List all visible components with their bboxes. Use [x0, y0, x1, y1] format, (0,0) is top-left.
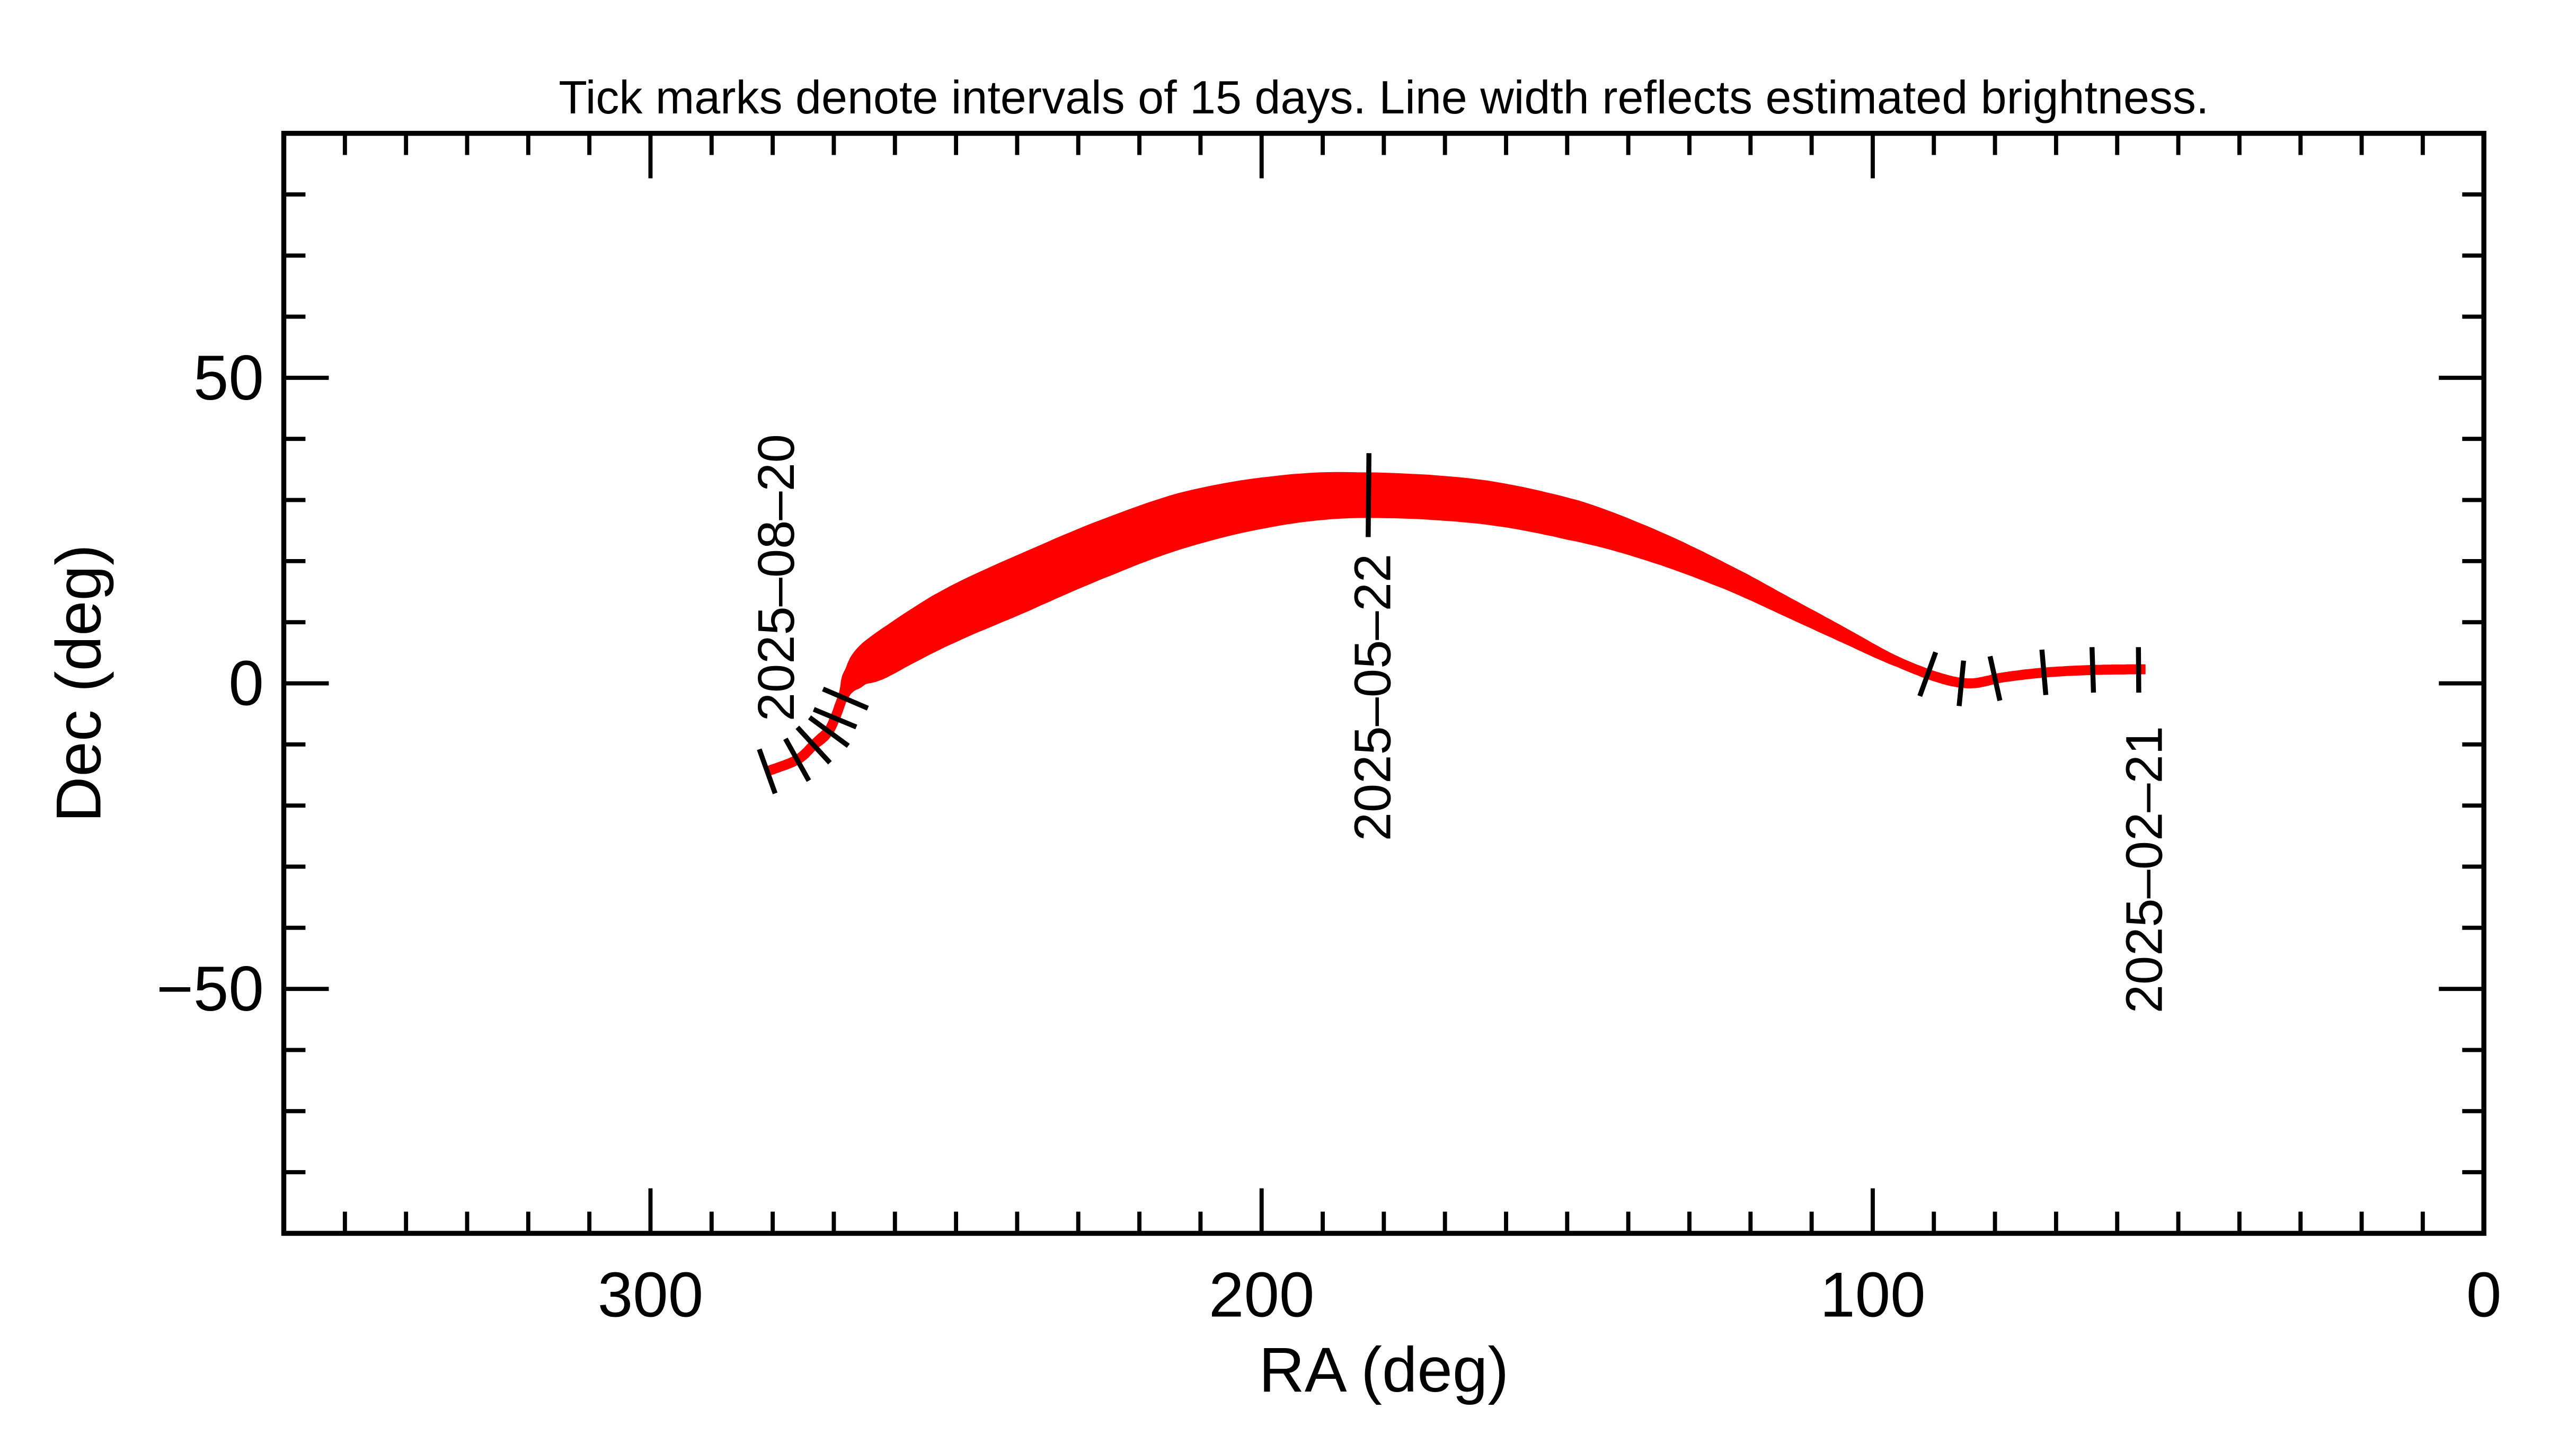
x-tick-label: 100 — [1820, 1260, 1925, 1331]
interval-tick — [795, 725, 832, 765]
x-tick-label: 200 — [1209, 1260, 1314, 1331]
interval-tick — [1957, 660, 1967, 706]
interval-tick — [783, 737, 811, 782]
interval-tick — [2136, 647, 2141, 693]
interval-tick — [812, 707, 857, 730]
plot-frame — [281, 130, 2486, 1236]
x-tick-label: 0 — [2466, 1260, 2501, 1331]
interval-tick — [2039, 649, 2049, 695]
track-layer — [765, 472, 2146, 776]
interval-tick — [757, 748, 778, 794]
tick-date-label: 2025–02–21 — [2115, 726, 2173, 1013]
y-tick-label: 0 — [228, 648, 263, 719]
interval-ticks: 2025–02–21 2025–05–22 2025–08–20 — [747, 434, 2173, 1013]
interval-tick — [1917, 651, 1938, 697]
track-band — [765, 472, 2146, 776]
x-tick-label: 300 — [598, 1260, 703, 1331]
y-tick-label: 50 — [193, 343, 264, 413]
tick-date-label: 2025–05–22 — [1343, 554, 1401, 841]
interval-tick — [2089, 647, 2096, 693]
y-axis-label: Dec (deg) — [44, 544, 114, 822]
interval-tick — [822, 686, 869, 711]
chart-title: Tick marks denote intervals of 15 days. … — [559, 71, 2209, 123]
tick-date-label: 2025–08–20 — [747, 434, 805, 721]
x-axis-label: RA (deg) — [1259, 1335, 1509, 1405]
interval-tick — [1366, 453, 1371, 537]
interval-tick — [808, 715, 850, 748]
interval-tick — [1987, 656, 2003, 702]
y-tick-label: −50 — [156, 954, 264, 1024]
